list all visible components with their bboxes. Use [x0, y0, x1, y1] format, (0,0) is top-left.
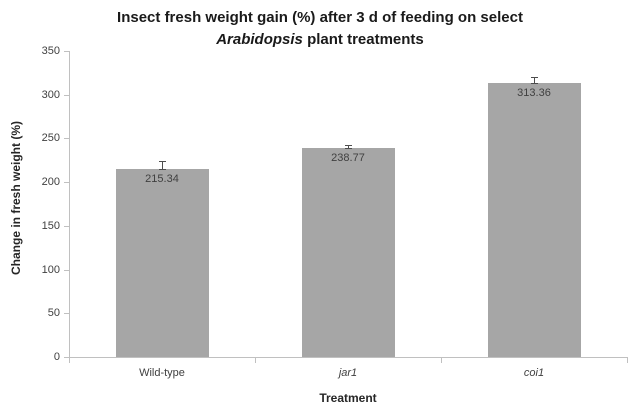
bar-coi1	[487, 82, 581, 357]
y-tick-label: 50	[47, 307, 60, 320]
y-tick-mark	[64, 225, 69, 227]
chart-title-italic-word: Arabidopsis	[216, 31, 303, 48]
x-tick-mark	[69, 358, 70, 363]
chart-title-line2: Arabidopsis plant treatments	[0, 29, 640, 51]
error-bar-top-cap	[345, 144, 352, 146]
error-bar-bottom-cap	[159, 168, 166, 170]
x-category-label: Wild-type	[139, 367, 185, 379]
bar-value-label: 313.36	[517, 86, 551, 99]
y-axis-line	[69, 50, 70, 358]
x-tick-mark	[441, 358, 442, 363]
x-category-label: jar1	[338, 367, 358, 379]
error-bar-top-cap	[531, 76, 538, 78]
y-tick-label: 250	[41, 132, 60, 145]
error-bar-top-cap	[159, 160, 166, 162]
error-bar	[348, 144, 349, 149]
y-tick-label: 100	[41, 263, 60, 276]
y-tick-label: 150	[41, 219, 60, 232]
x-tick-mark	[255, 358, 256, 363]
error-bar	[162, 160, 163, 169]
y-tick-mark	[64, 182, 69, 183]
chart-title-line2-rest: plant treatments	[302, 31, 424, 48]
x-axis-title: Treatment	[319, 391, 377, 405]
y-tick-mark	[64, 357, 69, 358]
y-tick-label: 300	[41, 88, 60, 101]
error-bar	[534, 76, 535, 83]
y-tick-mark	[64, 313, 69, 315]
y-tick-label: 200	[41, 176, 60, 188]
y-tick-mark	[64, 94, 69, 96]
y-tick-mark	[64, 50, 69, 52]
x-axis-line	[69, 357, 628, 358]
y-tick-label: 0	[53, 351, 60, 363]
bar-value-label: 215.34	[145, 172, 179, 185]
x-tick-mark	[627, 358, 628, 363]
error-bar-bottom-cap	[531, 82, 538, 84]
chart-title-line1: Insect fresh weight gain (%) after 3 d o…	[117, 9, 523, 26]
error-bar-bottom-cap	[345, 148, 352, 150]
bar-wild-type	[115, 168, 209, 357]
x-category-label: coi1	[523, 367, 545, 379]
bar-jar1	[301, 148, 395, 357]
y-tick-mark	[64, 138, 69, 140]
chart-title: Insect fresh weight gain (%) after 3 d o…	[0, 7, 640, 51]
bar-value-label: 238.77	[331, 152, 365, 165]
y-tick-mark	[64, 269, 69, 271]
y-tick-label: 350	[41, 44, 60, 57]
